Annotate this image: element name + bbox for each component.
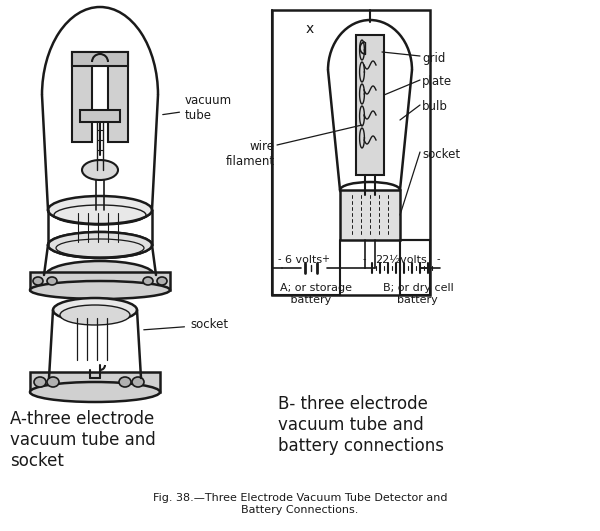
Ellipse shape xyxy=(82,160,118,180)
Ellipse shape xyxy=(46,261,154,289)
Bar xyxy=(72,52,128,66)
Text: B- three electrode
vacuum tube and
battery connections: B- three electrode vacuum tube and batte… xyxy=(278,395,444,455)
Text: -: - xyxy=(437,254,440,264)
Ellipse shape xyxy=(30,382,160,402)
Bar xyxy=(272,10,430,295)
Ellipse shape xyxy=(30,281,170,299)
Text: -: - xyxy=(363,254,367,264)
Bar xyxy=(108,52,128,142)
Ellipse shape xyxy=(47,277,57,285)
Bar xyxy=(356,35,384,175)
Bar xyxy=(30,372,160,392)
Text: x: x xyxy=(306,22,314,36)
Ellipse shape xyxy=(34,377,46,387)
Text: plate: plate xyxy=(422,75,452,88)
Text: wire
filament: wire filament xyxy=(226,140,275,168)
Bar xyxy=(30,272,170,290)
Ellipse shape xyxy=(157,277,167,285)
Ellipse shape xyxy=(119,377,131,387)
Ellipse shape xyxy=(132,377,144,387)
Ellipse shape xyxy=(60,305,130,325)
Text: A; or storage
   battery: A; or storage battery xyxy=(280,283,352,305)
Text: socket: socket xyxy=(422,148,460,161)
Text: Fig. 38.—Three Electrode Vacuum Tube Detector and
Battery Connections.: Fig. 38.—Three Electrode Vacuum Tube Det… xyxy=(153,493,447,515)
Text: A-three electrode
vacuum tube and
socket: A-three electrode vacuum tube and socket xyxy=(10,410,156,469)
Text: socket: socket xyxy=(144,319,228,331)
Text: -: - xyxy=(278,254,281,264)
Ellipse shape xyxy=(47,377,59,387)
Text: B; or dry cell
    battery: B; or dry cell battery xyxy=(383,283,454,305)
Bar xyxy=(72,52,92,142)
Ellipse shape xyxy=(48,232,152,258)
Ellipse shape xyxy=(143,277,153,285)
Text: 22½volts: 22½volts xyxy=(375,255,427,265)
Text: grid: grid xyxy=(422,52,445,65)
Text: bulb: bulb xyxy=(422,100,448,113)
Text: vacuum
tube: vacuum tube xyxy=(163,94,232,122)
Bar xyxy=(80,110,120,122)
Ellipse shape xyxy=(48,196,152,224)
Ellipse shape xyxy=(33,277,43,285)
Text: 6 volts: 6 volts xyxy=(285,255,322,265)
Bar xyxy=(340,190,400,240)
Text: +: + xyxy=(321,254,329,264)
Ellipse shape xyxy=(53,298,137,322)
Ellipse shape xyxy=(48,232,152,258)
